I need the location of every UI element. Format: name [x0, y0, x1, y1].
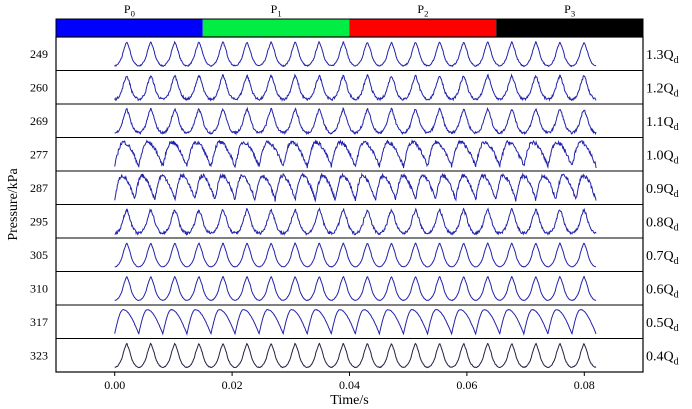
waveform-line-0: [114, 40, 597, 68]
waveform-line-5: [114, 207, 597, 237]
phase-label-2-subscript: 2: [424, 9, 428, 19]
phase-label-1-main: P: [271, 2, 278, 16]
flow-label-5-main: 0.8Q: [646, 215, 674, 230]
phase-label-0: P0: [124, 2, 135, 19]
waveform-line-3: [114, 139, 597, 170]
phase-label-2-main: P: [417, 2, 424, 16]
x-tick-label-2: 0.04: [339, 378, 360, 392]
waveform-line-2: [114, 106, 597, 136]
flow-label-0: 1.3Qd: [646, 48, 679, 66]
phase-segment-3: [496, 19, 643, 37]
waveform-line-8: [114, 308, 597, 336]
phase-label-0-main: P: [124, 2, 131, 16]
flow-label-5-subscript: d: [674, 222, 679, 233]
pressure-label-8: 317: [30, 315, 48, 329]
flow-label-0-subscript: d: [674, 55, 679, 66]
x-axis: 0.00 0.02 0.04 0.06 0.08 Time/s: [104, 372, 595, 408]
flow-label-3-subscript: d: [674, 155, 679, 166]
phase-segment-2: [349, 19, 497, 37]
flow-label-1-main: 1.2Q: [646, 81, 674, 96]
pressure-label-2: 269: [30, 114, 48, 128]
flow-label-1: 1.2Qd: [646, 81, 679, 99]
x-tick-label-3: 0.06: [456, 378, 477, 392]
phase-label-3-main: P: [564, 2, 571, 16]
pressure-label-4: 287: [30, 181, 48, 195]
waveform-line-9: [114, 342, 597, 369]
flow-label-4-main: 0.9Q: [646, 182, 674, 197]
flow-label-6-main: 0.7Q: [646, 249, 674, 264]
flow-label-7: 0.6Qd: [646, 282, 679, 300]
flow-label-8-main: 0.5Q: [646, 316, 674, 331]
pressure-label-5: 295: [30, 214, 48, 228]
phase-label-3-subscript: 3: [571, 9, 575, 19]
phase-label-1: P1: [271, 2, 282, 19]
phase-label-0-subscript: 0: [131, 9, 135, 19]
flow-label-3: 1.0Qd: [646, 148, 679, 166]
x-axis-title: Time/s: [330, 393, 368, 408]
pressure-label-7: 310: [30, 281, 48, 295]
phase-label-1-subscript: 1: [277, 9, 281, 19]
flow-label-9-main: 0.4Q: [646, 349, 674, 364]
waveform-line-6: [114, 242, 596, 268]
flow-label-2-subscript: d: [674, 122, 679, 133]
pressure-label-9: 323: [30, 348, 48, 362]
pressure-label-3: 277: [30, 147, 48, 161]
flow-label-7-main: 0.6Q: [646, 282, 674, 297]
flow-label-4: 0.9Qd: [646, 182, 679, 200]
waveform-line-7: [114, 275, 597, 302]
waveform-line-4: [114, 172, 597, 203]
pressure-label-1: 260: [30, 80, 48, 94]
flow-label-2: 1.1Qd: [646, 115, 679, 133]
phase-segment-0: [56, 19, 203, 37]
pressure-label-0: 249: [30, 47, 48, 61]
y-axis-title: Pressure/kPa: [6, 168, 21, 241]
waveform-line-1: [114, 73, 597, 102]
pressure-label-6: 305: [30, 248, 48, 262]
flow-label-4-subscript: d: [674, 189, 679, 200]
flow-label-1-subscript: d: [674, 88, 679, 99]
flow-label-8-subscript: d: [674, 323, 679, 334]
phase-label-3: P3: [564, 2, 575, 19]
phase-color-bar: P0 P1 P2 P3: [55, 2, 644, 38]
flow-label-6-subscript: d: [674, 256, 679, 267]
flow-label-9: 0.4Qd: [646, 349, 679, 367]
flow-label-2-main: 1.1Q: [646, 115, 674, 130]
flow-label-9-subscript: d: [674, 356, 679, 367]
flow-label-7-subscript: d: [674, 289, 679, 300]
x-tick-label-0: 0.00: [104, 378, 125, 392]
flow-label-8: 0.5Qd: [646, 316, 679, 334]
phase-label-2: P2: [417, 2, 428, 19]
flow-label-3-main: 1.0Q: [646, 148, 674, 163]
x-tick-label-1: 0.02: [222, 378, 243, 392]
flow-label-0-main: 1.3Q: [646, 48, 674, 63]
x-tick-label-4: 0.08: [574, 378, 595, 392]
flow-label-5: 0.8Qd: [646, 215, 679, 233]
phase-segment-1: [202, 19, 350, 37]
flow-label-6: 0.7Qd: [646, 249, 679, 267]
